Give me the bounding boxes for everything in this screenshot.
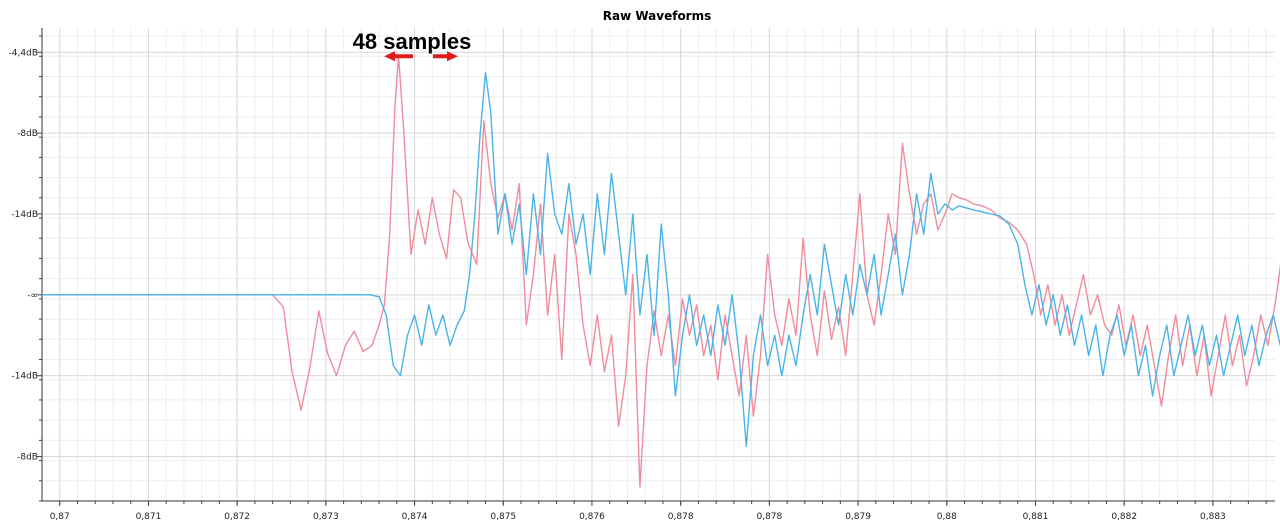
x-tick-label: 0,881 — [1023, 512, 1049, 522]
x-tick-label: 0,878 — [756, 512, 782, 522]
y-tick-label: -8dB — [17, 453, 38, 463]
y-tick-label: -14dB — [11, 210, 38, 220]
x-tick-label: 0,871 — [136, 512, 162, 522]
y-tick-label: -∞ — [27, 291, 38, 301]
x-axis-ticks: 0,87 0,871 0,872 0,873 0,874 0,875 0,876 0,878 0… — [50, 501, 1267, 522]
x-tick-label: 0,872 — [224, 512, 250, 522]
series-line-2 — [42, 71, 1280, 448]
chart-title: Raw Waveforms — [603, 9, 712, 23]
series-line-1 — [42, 55, 1280, 488]
plot-area — [42, 55, 1280, 488]
right-arrow-icon — [433, 51, 458, 62]
x-tick-label: 0,87 — [50, 512, 70, 522]
x-tick-label: 0,876 — [579, 512, 605, 522]
x-tick-label: 0,882 — [1111, 512, 1137, 522]
x-tick-label: 0,883 — [1200, 512, 1226, 522]
x-tick-label: 0,88 — [937, 512, 957, 522]
grid — [42, 28, 1275, 502]
y-tick-label: -14dB — [11, 372, 38, 382]
y-tick-label: -4,4dB — [9, 48, 38, 58]
y-axis-ticks: -4,4dB -8dB -14dB -∞ -14dB -8dB — [9, 35, 42, 502]
axes — [41, 28, 1275, 502]
annotation-text: 48 samples — [353, 29, 472, 54]
x-tick-label: 0,879 — [845, 512, 871, 522]
annotation: 48 samples — [353, 29, 472, 62]
x-tick-label: 0,875 — [490, 512, 516, 522]
x-tick-label: 0,878 — [668, 512, 694, 522]
y-tick-label: -8dB — [17, 129, 38, 139]
x-tick-label: 0,873 — [313, 512, 339, 522]
left-arrow-icon — [384, 51, 413, 62]
x-tick-label: 0,874 — [402, 512, 428, 522]
